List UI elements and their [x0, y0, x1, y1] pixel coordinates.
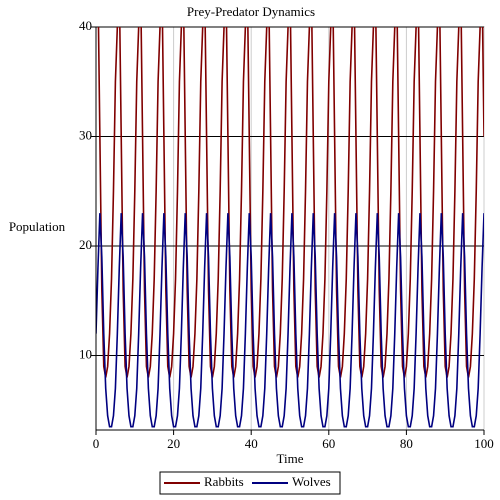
legend-box — [159, 471, 341, 495]
series-line — [96, 213, 484, 428]
legend-label: Rabbits — [204, 474, 244, 489]
y-tick-label: 30 — [79, 127, 92, 142]
x-tick-label: 100 — [474, 436, 494, 451]
series-line — [96, 27, 484, 378]
x-tick-label: 20 — [167, 436, 180, 451]
y-tick-label: 20 — [79, 237, 92, 252]
y-axis-label: Population — [9, 219, 66, 234]
plot-lines — [96, 27, 484, 428]
chart-title: Prey-Predator Dynamics — [187, 4, 315, 19]
y-tick-label: 10 — [79, 347, 92, 362]
legend-label: Wolves — [292, 474, 331, 489]
x-axis-label: Time — [277, 451, 304, 466]
x-tick-label: 0 — [93, 436, 100, 451]
x-tick-label: 40 — [245, 436, 258, 451]
x-tick-label: 60 — [322, 436, 335, 451]
y-tick-label: 40 — [79, 18, 92, 33]
x-tick-label: 80 — [400, 436, 413, 451]
